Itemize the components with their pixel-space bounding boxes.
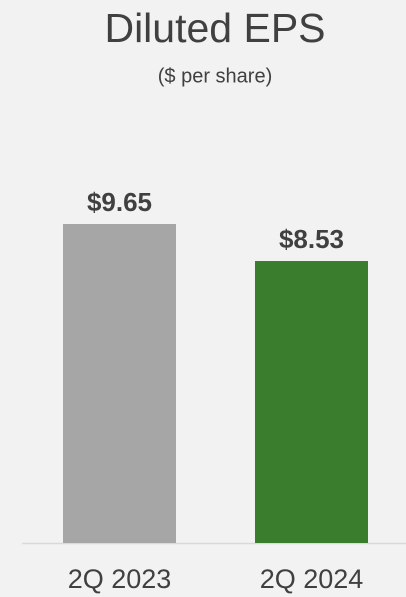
- bar: [255, 261, 368, 543]
- x-tick-label: 2Q 2023: [68, 564, 172, 594]
- x-tick-label: 2Q 2024: [260, 564, 364, 594]
- value-label: $9.65: [87, 187, 152, 217]
- chart-title: Diluted EPS: [104, 5, 325, 51]
- value-label: $8.53: [279, 224, 344, 254]
- bar: [63, 224, 176, 543]
- chart-subtitle: ($ per share): [158, 65, 273, 87]
